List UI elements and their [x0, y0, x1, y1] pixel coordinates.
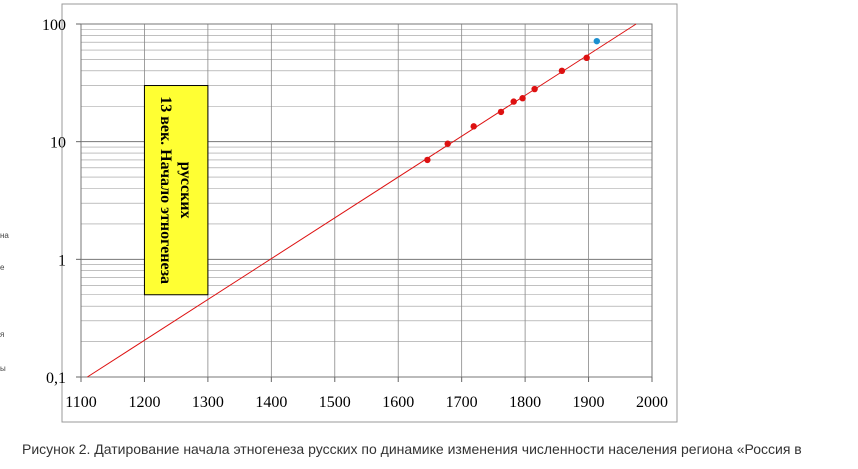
- y-tick-label: 100: [42, 17, 66, 34]
- data-point-s1-0: [593, 37, 601, 45]
- x-tick-label: 1200: [128, 394, 160, 411]
- x-tick-label: 1800: [509, 394, 541, 411]
- data-point-s0-4: [510, 98, 517, 105]
- data-point-s0-8: [583, 54, 590, 62]
- axis-ticks: 1100 1200 1300 1400 1500 1600 1700 1800 1900 2000…: [42, 17, 668, 411]
- x-tick-label: 1900: [573, 394, 605, 411]
- edge-fragment-2: е: [0, 263, 5, 272]
- figure-caption: Рисунок 2. Датирование начала этногенеза…: [22, 441, 802, 457]
- edge-fragment-1: на: [0, 231, 9, 240]
- data-point-s0-7: [558, 67, 566, 75]
- y-tick-label: 10: [50, 135, 66, 152]
- y-tick-label: 1: [58, 252, 66, 269]
- data-point-s0-2: [470, 123, 477, 130]
- annotation-text-line1: 13 век. Начало этногенеза: [157, 96, 174, 284]
- x-tick-label: 1500: [319, 394, 351, 411]
- y-tick-label: 0,1: [46, 370, 66, 387]
- trend-line: [87, 23, 637, 378]
- x-tick-label: 2000: [636, 394, 668, 411]
- data-point-s0-5: [519, 95, 526, 102]
- annotation-rect: [143, 85, 209, 296]
- edge-fragment-3: я: [0, 330, 5, 339]
- chart-figure: 1100 1200 1300 1400 1500 1600 1700 1800 1900 2000…: [42, 3, 678, 423]
- x-tick-label: 1600: [382, 394, 414, 411]
- data-point-s0-1: [444, 140, 451, 147]
- plot-area-border: [80, 23, 653, 378]
- x-tick-label: 1400: [255, 394, 287, 411]
- data-points: [424, 37, 601, 164]
- data-point-s0-0: [424, 156, 431, 164]
- annotation-box: 13 век. Начало этногенеза русских: [143, 85, 209, 296]
- annotation-text-line2: русских: [177, 162, 194, 219]
- data-point-s0-3: [497, 108, 505, 116]
- x-tick-label: 1100: [65, 394, 96, 411]
- data-point-s0-6: [531, 85, 538, 93]
- x-tick-label: 1700: [446, 394, 478, 411]
- x-tick-label: 1300: [192, 394, 224, 411]
- edge-fragment-4: ы: [0, 364, 6, 373]
